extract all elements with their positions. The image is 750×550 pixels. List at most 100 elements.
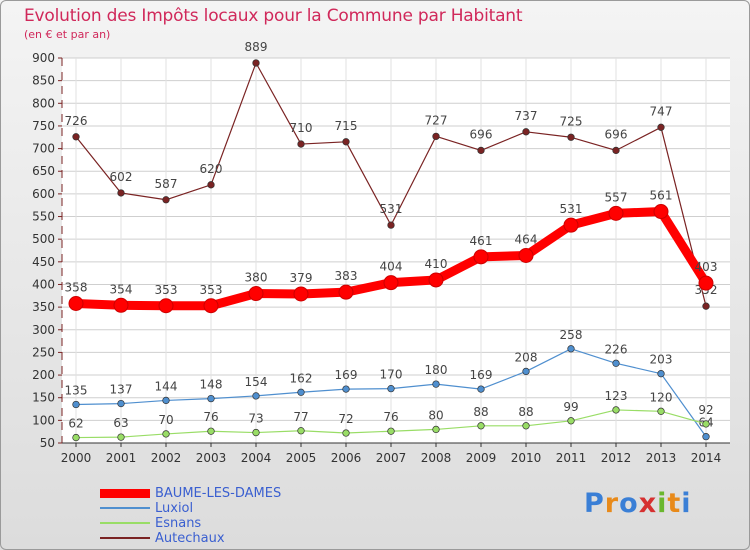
x-tick-label: 2000: [61, 451, 92, 465]
x-tick-label: 2009: [466, 451, 497, 465]
data-point-esnans: [252, 428, 260, 437]
data-label-esnans: 88: [518, 405, 533, 419]
data-point-baume-les-dames: [383, 275, 399, 291]
data-label-esnans: 70: [158, 413, 173, 427]
y-tick-label: 600: [32, 187, 55, 201]
data-label-luxiol: 226: [605, 342, 628, 356]
x-tick-label: 2013: [646, 451, 677, 465]
logo-letter: x: [638, 488, 658, 519]
data-label-baume-les-dames: 464: [515, 232, 538, 246]
data-point-autechaux: [252, 59, 260, 67]
data-point-baume-les-dames: [518, 247, 534, 263]
data-label-autechaux: 737: [515, 109, 538, 123]
data-point-luxiol: [207, 394, 215, 403]
logo-letter: r: [604, 488, 620, 519]
logo-letter: o: [619, 488, 639, 519]
data-label-luxiol: 169: [335, 368, 358, 382]
logo-letter: P: [584, 488, 605, 519]
y-tick-label: 650: [32, 164, 55, 178]
data-point-esnans: [117, 433, 125, 441]
legend-label: Luxiol: [155, 501, 194, 516]
legend-label: Autechaux: [155, 531, 225, 546]
y-tick-label: 700: [32, 142, 55, 156]
y-tick-label: 750: [32, 119, 55, 133]
data-label-esnans: 63: [113, 416, 128, 430]
data-point-baume-les-dames: [653, 204, 669, 220]
data-point-esnans: [522, 422, 530, 430]
data-point-luxiol: [477, 385, 485, 393]
data-label-baume-les-dames: 353: [155, 283, 178, 297]
data-label-baume-les-dames: 410: [425, 257, 448, 271]
x-tick-label: 2012: [601, 451, 632, 465]
x-tick-label: 2011: [556, 451, 587, 465]
data-point-esnans: [72, 433, 80, 442]
y-tick-label: 200: [32, 368, 55, 382]
data-point-luxiol: [297, 388, 305, 396]
logo-letter: t: [667, 488, 682, 519]
x-tick-label: 2010: [511, 451, 542, 465]
data-label-baume-les-dames: 561: [650, 189, 673, 203]
data-point-baume-les-dames: [113, 297, 129, 313]
x-tick-label: 2014: [691, 451, 722, 465]
data-point-autechaux: [72, 133, 80, 141]
data-point-luxiol: [432, 380, 440, 388]
data-point-baume-les-dames: [68, 295, 84, 311]
data-point-esnans: [432, 425, 440, 434]
data-label-luxiol: 203: [650, 353, 673, 367]
data-label-luxiol: 208: [515, 350, 538, 364]
legend-label: BAUME-LES-DAMES: [155, 486, 282, 501]
data-point-luxiol: [162, 396, 170, 405]
y-tick-label: 900: [32, 51, 55, 65]
data-label-esnans: 73: [248, 412, 263, 426]
data-label-luxiol: 154: [245, 375, 268, 389]
data-label-baume-les-dames: 557: [605, 190, 628, 204]
x-tick-label: 2008: [421, 451, 452, 465]
data-point-autechaux: [432, 132, 440, 141]
data-label-esnans: 72: [338, 412, 353, 426]
data-label-luxiol: 148: [200, 378, 223, 392]
data-point-esnans: [207, 427, 215, 435]
x-tick-label: 2004: [241, 451, 272, 465]
data-point-esnans: [162, 430, 170, 438]
logo-letter: i: [657, 488, 668, 519]
data-point-autechaux: [297, 140, 305, 148]
data-label-baume-les-dames: 531: [560, 202, 583, 216]
data-label-autechaux: 725: [560, 114, 583, 128]
data-label-autechaux: 715: [335, 119, 358, 133]
data-point-luxiol: [522, 367, 530, 376]
data-point-autechaux: [477, 146, 485, 155]
logo-letter: i: [681, 488, 692, 519]
data-point-luxiol: [387, 384, 395, 393]
data-label-esnans: 88: [473, 405, 488, 419]
data-point-esnans: [657, 407, 665, 415]
data-label-esnans: 92: [698, 403, 713, 417]
data-label-esnans: 76: [203, 410, 218, 424]
data-point-autechaux: [162, 196, 170, 204]
x-tick-label: 2002: [151, 451, 182, 465]
data-point-luxiol: [612, 359, 620, 367]
data-point-autechaux: [567, 133, 575, 141]
data-label-autechaux: 696: [605, 127, 628, 141]
y-tick-label: 500: [32, 232, 55, 246]
x-tick-label: 2006: [331, 451, 362, 465]
data-label-esnans: 120: [650, 390, 673, 404]
data-label-baume-les-dames: 383: [335, 269, 358, 283]
data-point-autechaux: [117, 189, 125, 197]
data-point-baume-les-dames: [473, 249, 489, 265]
data-point-baume-les-dames: [158, 298, 174, 314]
data-point-autechaux: [657, 123, 665, 131]
data-label-autechaux: 889: [245, 40, 268, 54]
data-point-autechaux: [342, 138, 350, 146]
data-point-autechaux: [522, 128, 530, 136]
data-point-baume-les-dames: [293, 286, 309, 302]
data-label-esnans: 62: [68, 417, 83, 431]
x-tick-label: 2001: [106, 451, 137, 465]
data-label-luxiol: 162: [290, 371, 313, 385]
data-point-esnans: [297, 427, 305, 435]
data-point-luxiol: [657, 370, 665, 378]
data-point-esnans: [702, 420, 710, 428]
y-tick-label: 250: [32, 345, 55, 359]
data-point-esnans: [477, 422, 485, 430]
y-tick-label: 100: [32, 413, 55, 427]
data-point-baume-les-dames: [608, 205, 624, 221]
